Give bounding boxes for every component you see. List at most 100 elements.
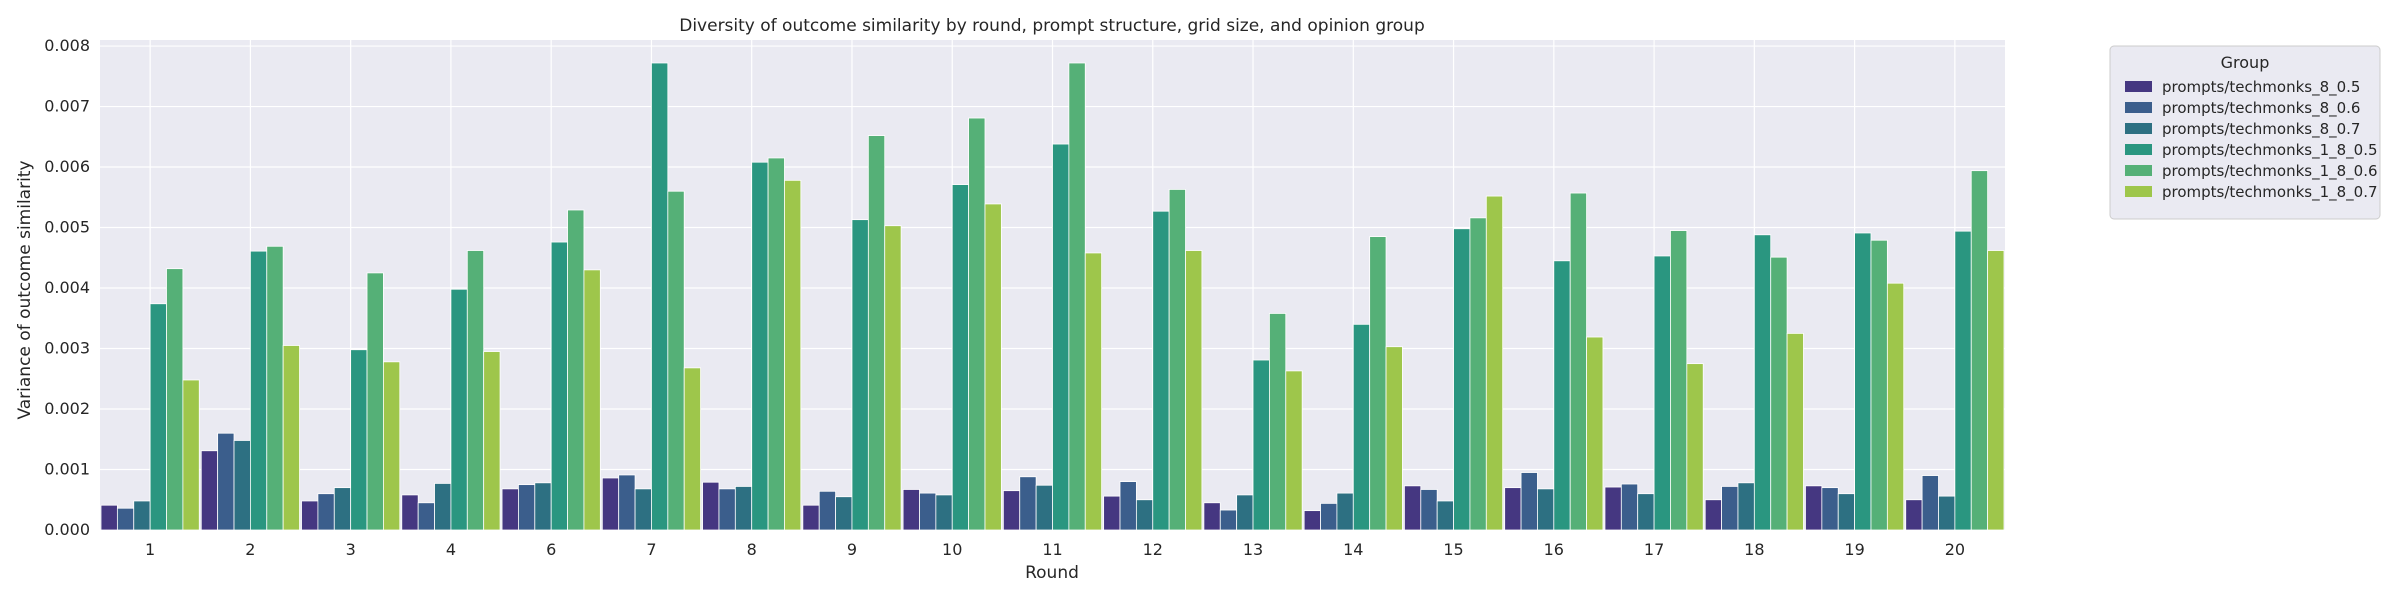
bar — [1987, 250, 2005, 531]
bar — [1970, 170, 1989, 531]
bar — [518, 484, 536, 531]
y-tick-label: 0.000 — [44, 520, 90, 539]
bar — [1219, 509, 1238, 531]
bar — [718, 488, 736, 531]
x-tick-label: 4 — [446, 540, 456, 559]
bar — [401, 494, 419, 531]
axes: 0.000 0.001 0.002 0.003 0.004 0.005 0.006 0.007… — [44, 36, 1965, 559]
bar — [1686, 363, 1704, 531]
bar — [1954, 230, 1972, 531]
bar — [567, 209, 585, 531]
x-tick-label: 20 — [1945, 540, 1965, 559]
bar — [1336, 492, 1354, 531]
bar — [450, 288, 468, 531]
bar — [1886, 282, 1905, 531]
x-tick-label: 10 — [942, 540, 962, 559]
bar — [601, 477, 620, 531]
bar — [1537, 488, 1555, 531]
bar — [1653, 255, 1671, 531]
bar — [802, 504, 820, 531]
bar — [1637, 493, 1655, 531]
chart-title: Diversity of outcome similarity by round… — [679, 16, 1425, 36]
x-tick-label: 14 — [1343, 540, 1363, 559]
bar — [1352, 323, 1371, 531]
bar — [1168, 189, 1186, 531]
bar — [1203, 502, 1221, 531]
bar — [534, 482, 552, 531]
bar — [1436, 500, 1454, 531]
legend-swatch — [2125, 123, 2152, 134]
x-tick-label: 2 — [245, 540, 255, 559]
x-tick-label: 9 — [847, 540, 857, 559]
bar — [266, 245, 284, 531]
legend: Group prompts/techmonks_8_0.5prompts/tec… — [2109, 45, 2381, 220]
y-tick-label: 0.004 — [44, 278, 90, 297]
x-tick-label: 15 — [1443, 540, 1463, 559]
bar — [751, 161, 769, 531]
x-axis-title: Round — [1025, 563, 1079, 583]
bar — [116, 507, 135, 531]
bar — [1185, 250, 1203, 531]
bar — [1586, 336, 1604, 531]
bar — [1837, 493, 1856, 531]
bar — [818, 490, 836, 531]
bar — [1753, 234, 1772, 531]
bar — [466, 250, 485, 531]
bar — [1269, 313, 1287, 531]
bar — [1938, 495, 1956, 531]
y-tick-label: 0.003 — [44, 339, 90, 358]
bar — [182, 379, 200, 531]
bar — [1604, 486, 1622, 531]
bar — [683, 367, 701, 531]
x-tick-label: 6 — [546, 540, 556, 559]
bar — [867, 135, 886, 531]
y-tick-label: 0.001 — [44, 460, 90, 479]
bar — [1119, 481, 1137, 531]
bar — [1152, 210, 1170, 531]
bar — [835, 496, 853, 531]
bar — [767, 157, 785, 531]
bar — [1786, 332, 1804, 531]
x-tick-label: 11 — [1042, 540, 1062, 559]
legend-swatch — [2125, 144, 2152, 155]
bar — [1553, 260, 1571, 531]
bar — [483, 351, 501, 531]
bar — [100, 504, 118, 531]
bar — [1704, 499, 1722, 531]
legend-items: prompts/techmonks_8_0.5 prompts/techmonks… — [2125, 78, 2378, 202]
bar — [618, 474, 636, 531]
bar — [919, 492, 937, 531]
bar — [951, 184, 970, 531]
legend-swatch — [2125, 81, 2152, 92]
x-tick-label: 17 — [1644, 540, 1664, 559]
x-tick-label: 18 — [1744, 540, 1764, 559]
bar — [1385, 346, 1403, 531]
bar — [1453, 228, 1471, 531]
bar — [634, 488, 652, 531]
bar — [1084, 252, 1103, 531]
bar — [1670, 230, 1688, 531]
x-tick-label: 7 — [646, 540, 656, 559]
bar — [1921, 475, 1939, 531]
bar — [1236, 494, 1254, 531]
x-tick-label: 19 — [1844, 540, 1864, 559]
bar — [583, 269, 601, 531]
bar — [1721, 486, 1739, 531]
bar — [1469, 217, 1487, 531]
bar — [233, 440, 251, 531]
x-tick-label: 3 — [346, 540, 356, 559]
bar — [734, 486, 753, 531]
legend-swatch — [2125, 165, 2152, 176]
bar — [1805, 485, 1823, 531]
bar — [501, 488, 519, 531]
bar — [166, 268, 184, 531]
y-tick-label: 0.005 — [44, 218, 90, 237]
bar — [851, 219, 869, 531]
bar — [1420, 489, 1438, 531]
x-tick-label: 12 — [1143, 540, 1163, 559]
bar — [366, 272, 384, 531]
bar — [1620, 483, 1639, 531]
bar — [217, 432, 235, 531]
bar — [1737, 482, 1755, 531]
x-tick-label: 13 — [1243, 540, 1263, 559]
